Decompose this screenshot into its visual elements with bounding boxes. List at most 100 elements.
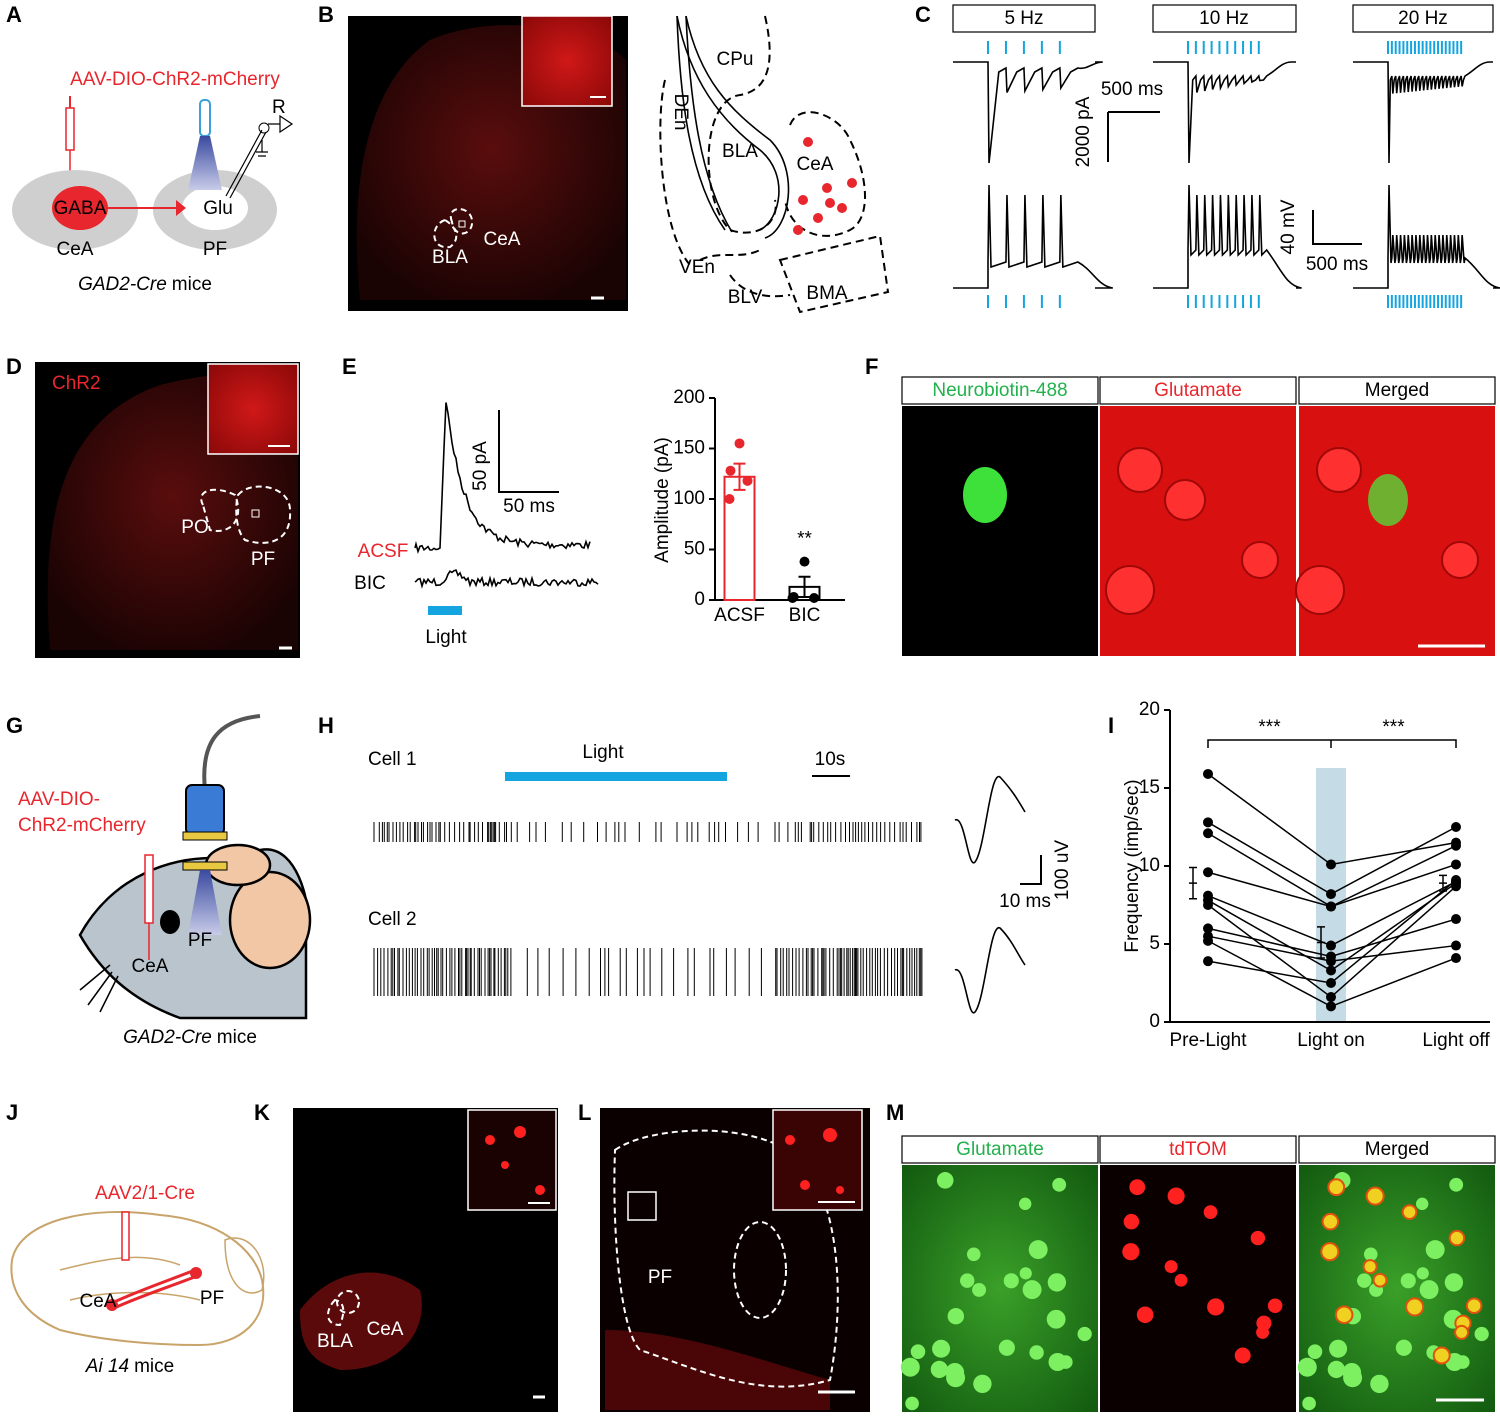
cell-label: Cell 2 — [368, 909, 417, 930]
x-tick-label: Pre-Light — [1169, 1030, 1247, 1051]
scale-label: 50 pA — [470, 441, 491, 491]
data-point — [1451, 822, 1461, 832]
scale-bar — [1020, 855, 1042, 885]
whiskers — [79, 964, 119, 1013]
panel-a: AAV-DIO-ChR2-mCherry GABA Glu R CeA PF G… — [12, 69, 294, 295]
panel-label: D — [6, 354, 22, 379]
optic-fiber — [199, 99, 211, 137]
region-label: PF — [203, 239, 227, 260]
scale-label: 10 ms — [999, 891, 1051, 912]
panel-label: G — [6, 713, 23, 738]
data-point — [1451, 953, 1461, 964]
neuron — [1365, 1186, 1385, 1206]
data-point — [1326, 940, 1336, 951]
x-tick-label: Light off — [1422, 1030, 1490, 1051]
annotation: ** — [797, 529, 812, 550]
neuron — [1256, 1325, 1270, 1339]
inset — [207, 363, 299, 455]
neuron — [900, 1357, 920, 1377]
neuron — [946, 1368, 966, 1388]
inset — [772, 1109, 863, 1211]
annotation: *** — [1382, 717, 1405, 738]
data-point — [1326, 978, 1336, 988]
x-tick-label: ACSF — [714, 605, 765, 626]
neuron — [1448, 1229, 1466, 1247]
mice-word: mice — [134, 1356, 174, 1377]
channel-label: Merged — [1365, 380, 1429, 401]
neuron — [905, 1396, 919, 1411]
vector-label: AAV-DIO- — [18, 789, 100, 810]
micrograph — [1299, 406, 1495, 656]
neuron — [1077, 1326, 1092, 1342]
neuron — [1415, 1197, 1429, 1211]
header-box — [1298, 1135, 1496, 1164]
neuron — [1444, 1273, 1464, 1292]
neurons — [1105, 447, 1479, 615]
recording-label: R — [272, 97, 286, 118]
x-tick-label: BIC — [789, 605, 821, 626]
neuron — [1302, 1396, 1316, 1411]
y-tick-label: 20 — [1139, 699, 1160, 720]
neuron — [1419, 1280, 1439, 1300]
bar — [723, 475, 756, 601]
micrograph — [902, 406, 1098, 656]
neuron — [936, 1172, 954, 1189]
region-outline — [433, 218, 458, 249]
merged-neuron — [1368, 474, 1408, 526]
neuron — [1370, 1374, 1389, 1394]
acsf-trace — [414, 402, 591, 554]
panel-label: I — [1108, 713, 1114, 738]
region-outline — [733, 1221, 787, 1319]
neuron — [1362, 1259, 1378, 1275]
channel-label: Neurobiotin-488 — [932, 380, 1067, 401]
channel-label: Glutamate — [1154, 380, 1242, 401]
channel-label: tdTOM — [1169, 1139, 1227, 1160]
data-point — [1203, 867, 1213, 878]
data-point — [1203, 956, 1213, 967]
current-trace — [953, 61, 1103, 164]
y-tick-label: 100 — [673, 488, 705, 509]
micrograph — [1299, 1165, 1495, 1412]
neuron — [1207, 1298, 1225, 1316]
y-tick-label: 15 — [1139, 777, 1160, 798]
channel-label: Glutamate — [956, 1139, 1044, 1160]
region-label: CeA — [57, 239, 94, 260]
neuron — [1122, 1243, 1140, 1261]
data-point — [742, 475, 753, 486]
region-label: CeA — [484, 229, 521, 250]
header-box — [952, 4, 1096, 33]
cell-glu — [182, 186, 248, 230]
neuron — [1372, 1272, 1388, 1288]
brain-outline — [10, 1211, 265, 1347]
neuron — [910, 1344, 926, 1359]
inset — [467, 1109, 557, 1211]
panel-m: Glutamate tdTOM Merged — [900, 1135, 1496, 1412]
optic-cannula — [182, 861, 228, 871]
region-label: CeA — [132, 956, 169, 977]
panel-j: AAV2/1-Cre CeA PF Ai 14 mice — [10, 1183, 265, 1377]
data-point — [1203, 900, 1213, 910]
neuron — [1363, 1247, 1378, 1262]
syringe — [144, 854, 154, 924]
data-point — [1451, 914, 1461, 925]
trace-label: ACSF — [358, 541, 409, 562]
neuron — [1297, 1357, 1317, 1377]
mouse-eye — [160, 910, 180, 934]
neuron — [932, 1339, 951, 1358]
y-axis-label: Frequency (imp/sec) — [1122, 779, 1143, 952]
data-point — [725, 465, 736, 476]
error-bar — [798, 575, 811, 598]
scale-label: 500 ms — [1306, 254, 1368, 275]
stimulus-label: Light — [582, 742, 624, 763]
cell-label: GABA — [54, 198, 107, 219]
mouse-ear — [228, 870, 312, 970]
syringe — [121, 1211, 130, 1261]
panel-label: L — [578, 1100, 591, 1125]
amplifier — [256, 114, 294, 157]
cell-label: Cell 1 — [368, 749, 417, 770]
data-point — [1326, 956, 1336, 967]
micrograph — [1100, 406, 1296, 656]
optic-cannula — [185, 784, 225, 836]
region-outline — [200, 488, 240, 532]
